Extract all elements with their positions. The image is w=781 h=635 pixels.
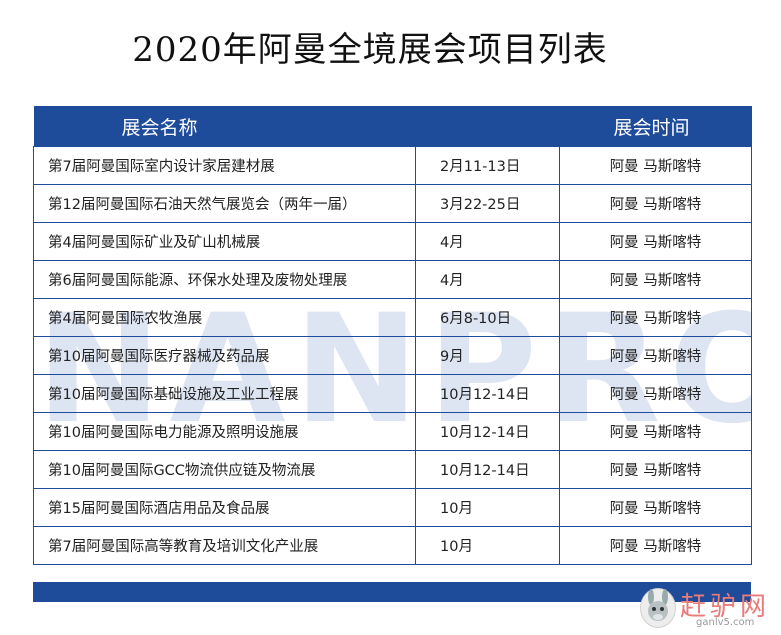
exhibition-name: 第4届阿曼国际矿业及矿山机械展 <box>33 222 416 261</box>
exhibition-name: 第7届阿曼国际室内设计家居建材展 <box>33 146 416 185</box>
exhibition-location: 阿曼 马斯喀特 <box>559 450 752 489</box>
exhibition-name: 第10届阿曼国际电力能源及照明设施展 <box>33 412 416 451</box>
exhibition-location: 阿曼 马斯喀特 <box>559 412 752 451</box>
exhibition-date: 10月 <box>415 526 560 565</box>
table-row: 第10届阿曼国际基础设施及工业工程展 10月12-14日 阿曼 马斯喀特 <box>33 374 752 413</box>
exhibition-date: 10月 <box>415 488 560 527</box>
exhibition-date: 10月12-14日 <box>415 374 560 413</box>
exhibition-name: 第4届阿曼国际农牧渔展 <box>33 298 416 337</box>
exhibition-date: 9月 <box>415 336 560 375</box>
logo-url: ganlv5.com <box>696 617 755 628</box>
table-row: 第4届阿曼国际农牧渔展 6月8-10日 阿曼 马斯喀特 <box>33 298 752 337</box>
exhibition-location: 阿曼 马斯喀特 <box>559 336 752 375</box>
exhibition-date: 10月12-14日 <box>415 412 560 451</box>
exhibition-location: 阿曼 马斯喀特 <box>559 374 752 413</box>
table-row: 第10届阿曼国际电力能源及照明设施展 10月12-14日 阿曼 马斯喀特 <box>33 412 752 451</box>
header-exhibition-time: 展会时间 <box>559 106 752 147</box>
exhibition-table: 展会名称 展会时间 第7届阿曼国际室内设计家居建材展 2月11-13日 阿曼 马… <box>33 106 752 565</box>
exhibition-name: 第10届阿曼国际GCC物流供应链及物流展 <box>33 450 416 489</box>
exhibition-date: 4月 <box>415 260 560 299</box>
table-row: 第10届阿曼国际医疗器械及药品展 9月 阿曼 马斯喀特 <box>33 336 752 375</box>
header-exhibition-name: 展会名称 <box>33 106 416 147</box>
exhibition-location: 阿曼 马斯喀特 <box>559 146 752 185</box>
header-spacer <box>415 106 560 147</box>
table-row: 第15届阿曼国际酒店用品及食品展 10月 阿曼 马斯喀特 <box>33 488 752 527</box>
table-row: 第10届阿曼国际GCC物流供应链及物流展 10月12-14日 阿曼 马斯喀特 <box>33 450 752 489</box>
exhibition-location: 阿曼 马斯喀特 <box>559 298 752 337</box>
footer-bar <box>33 582 751 602</box>
exhibition-name: 第6届阿曼国际能源、环保水处理及废物处理展 <box>33 260 416 299</box>
exhibition-name: 第15届阿曼国际酒店用品及食品展 <box>33 488 416 527</box>
exhibition-date: 10月12-14日 <box>415 450 560 489</box>
donkey-mascot-icon <box>640 588 676 628</box>
exhibition-date: 6月8-10日 <box>415 298 560 337</box>
table-header-row: 展会名称 展会时间 <box>33 106 752 147</box>
table-row: 第7届阿曼国际高等教育及培训文化产业展 10月 阿曼 马斯喀特 <box>33 526 752 565</box>
page-title: 2020年阿曼全境展会项目列表 <box>132 30 608 70</box>
exhibition-name: 第10届阿曼国际医疗器械及药品展 <box>33 336 416 375</box>
exhibition-location: 阿曼 马斯喀特 <box>559 184 752 223</box>
exhibition-name: 第12届阿曼国际石油天然气展览会（两年一届） <box>33 184 416 223</box>
exhibition-location: 阿曼 马斯喀特 <box>559 488 752 527</box>
table-row: 第4届阿曼国际矿业及矿山机械展 4月 阿曼 马斯喀特 <box>33 222 752 261</box>
table-row: 第12届阿曼国际石油天然气展览会（两年一届） 3月22-25日 阿曼 马斯喀特 <box>33 184 752 223</box>
exhibition-location: 阿曼 马斯喀特 <box>559 260 752 299</box>
table-row: 第6届阿曼国际能源、环保水处理及废物处理展 4月 阿曼 马斯喀特 <box>33 260 752 299</box>
site-logo: 赶驴网 ganlv5.com <box>640 584 781 635</box>
exhibition-name: 第10届阿曼国际基础设施及工业工程展 <box>33 374 416 413</box>
exhibition-date: 3月22-25日 <box>415 184 560 223</box>
exhibition-date: 4月 <box>415 222 560 261</box>
exhibition-name: 第7届阿曼国际高等教育及培训文化产业展 <box>33 526 416 565</box>
logo-text: 赶驴网 <box>680 592 771 622</box>
exhibition-location: 阿曼 马斯喀特 <box>559 222 752 261</box>
table-row: 第7届阿曼国际室内设计家居建材展 2月11-13日 阿曼 马斯喀特 <box>33 146 752 185</box>
exhibition-location: 阿曼 马斯喀特 <box>559 526 752 565</box>
exhibition-date: 2月11-13日 <box>415 146 560 185</box>
